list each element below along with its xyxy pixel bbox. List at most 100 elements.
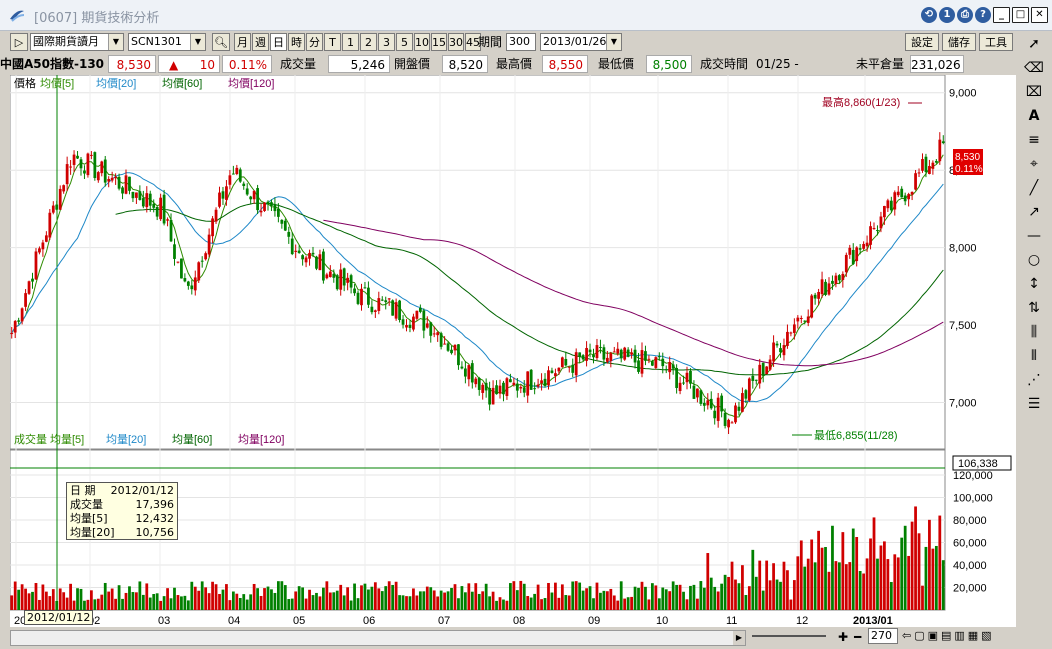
zoom-in-icon[interactable]: ✚ [838,630,849,644]
candle-body [169,219,173,242]
volume-bar [831,525,834,610]
eraser-icon[interactable]: ⌫ [1024,60,1044,76]
symbol-selector[interactable]: SCN1301 ▼ [128,33,206,51]
fan-icon[interactable]: ⋰ [1027,372,1041,388]
volume-bar [685,599,689,610]
view-buttons[interactable]: ⇦▢▣▤▥▦▧ [902,629,995,642]
volume-bar [155,593,159,610]
low-value: 8,500 [646,55,692,73]
last-price: 8,530 [108,55,156,73]
volume-bar [644,586,647,610]
period-button-3[interactable]: 時 [288,33,305,51]
volume-bar [204,587,208,610]
volume-bar [79,588,83,610]
horizontal-lines-icon[interactable]: ≡ [1028,132,1040,148]
candle-body [107,178,111,182]
info-icon[interactable]: 1 [939,7,955,23]
period-button-6[interactable]: 1 [342,33,359,51]
period-button-13[interactable]: 45 [465,33,481,51]
volume-bar [837,562,841,610]
text-icon[interactable]: A [1028,108,1040,124]
candle-body [619,349,623,359]
candle-body [48,212,52,238]
volume-bar [928,519,931,610]
volume-bar [526,596,530,610]
candle-body [924,156,928,173]
contract-selector[interactable]: 國際期貨讀月 ▼ [30,33,124,51]
chart-area[interactable]: 7,0007,5008,0008,5009,00020,00040,00060,… [9,74,1016,628]
search-button[interactable]: 🔍︎ [212,33,230,51]
period-input[interactable]: 300 [506,33,536,51]
volume-bar [283,585,287,610]
bars-icon[interactable]: ⦀ [1030,348,1038,364]
play-button[interactable]: ▷ [10,33,28,51]
zoom-slider[interactable] [752,635,826,637]
period-button-8[interactable]: 3 [378,33,395,51]
refresh-icon[interactable]: ⟲ [921,7,937,23]
volume-bar [48,596,52,610]
month-label: 06 [363,615,375,627]
candle-body [325,274,329,279]
horizontal-scrollbar[interactable]: ▶ [10,630,746,646]
volume-bar [585,588,588,610]
circle-icon[interactable]: ○ [1027,252,1041,268]
candle-body [633,349,637,363]
horizontal-line-icon[interactable]: — [1027,228,1041,244]
period-button-11[interactable]: 15 [431,33,447,51]
tools-button[interactable]: 工具 [979,33,1013,51]
minimize-button[interactable]: _ [993,7,1010,23]
period-button-9[interactable]: 5 [396,33,413,51]
period-button-7[interactable]: 2 [360,33,377,51]
channel-icon[interactable]: ⇅ [1028,300,1040,316]
volume-value: 5,246 [328,55,390,73]
volume-bar [415,595,419,610]
cursor-icon[interactable]: ➚ [1028,36,1040,52]
month-label: 05 [293,615,305,627]
vertical-line-icon[interactable]: ↕ [1028,276,1040,292]
settings-button[interactable]: 設定 [905,33,939,51]
price-volume-chart[interactable]: 7,0007,5008,0008,5009,00020,00040,00060,… [9,74,1016,628]
volume-bar [893,554,897,610]
candle-body [128,176,131,191]
candle-body [405,325,408,328]
period-button-5[interactable]: T [324,33,341,51]
candle-body [328,271,332,278]
volume-marker-label: 106,338 [958,458,998,470]
period-button-10[interactable]: 10 [414,33,430,51]
candle-body [595,345,599,359]
candle-body [571,364,575,373]
month-label: 09 [588,615,600,627]
candle-body [398,300,401,321]
period-button-2[interactable]: 日 [270,33,287,51]
volume-bar [564,595,568,610]
volume-bar [27,593,31,610]
change-value: ▲ 10 [158,55,220,73]
zoom-input[interactable]: 270 [868,628,898,644]
date-selector[interactable]: 2013/01/26 ▼ [540,33,622,51]
print-icon[interactable]: ⎙ [957,7,973,23]
maximize-button[interactable]: □ [1012,7,1029,23]
erase-all-icon[interactable]: ⌧ [1025,84,1043,100]
arrow-line-icon[interactable]: ↗ [1028,204,1040,220]
fibonacci-icon[interactable]: ☰ [1027,396,1041,412]
close-button[interactable]: ✕ [1031,7,1048,23]
period-button-1[interactable]: 週 [252,33,269,51]
scroll-right-icon[interactable]: ▶ [733,631,745,645]
time-value: 01/25 - 01:59:58 [756,57,810,89]
save-button[interactable]: 儲存 [942,33,976,51]
period-button-4[interactable]: 分 [306,33,323,51]
candle-body [360,288,363,306]
volume-bar [883,541,886,610]
candle-body [55,204,59,210]
candle-body [221,191,225,199]
line-icon[interactable]: ╱ [1029,180,1039,196]
zoom-out-icon[interactable]: ━ [854,630,862,644]
gann-icon[interactable]: ⫼ [1030,324,1038,340]
volume-bar [515,590,519,610]
tag-icon[interactable]: ⌖ [1030,156,1038,172]
period-button-0[interactable]: 月 [234,33,251,51]
help-icon[interactable]: ? [975,7,991,23]
oi-value: 231,026 [910,55,964,73]
volume-bar [529,597,533,610]
period-button-12[interactable]: 30 [448,33,464,51]
